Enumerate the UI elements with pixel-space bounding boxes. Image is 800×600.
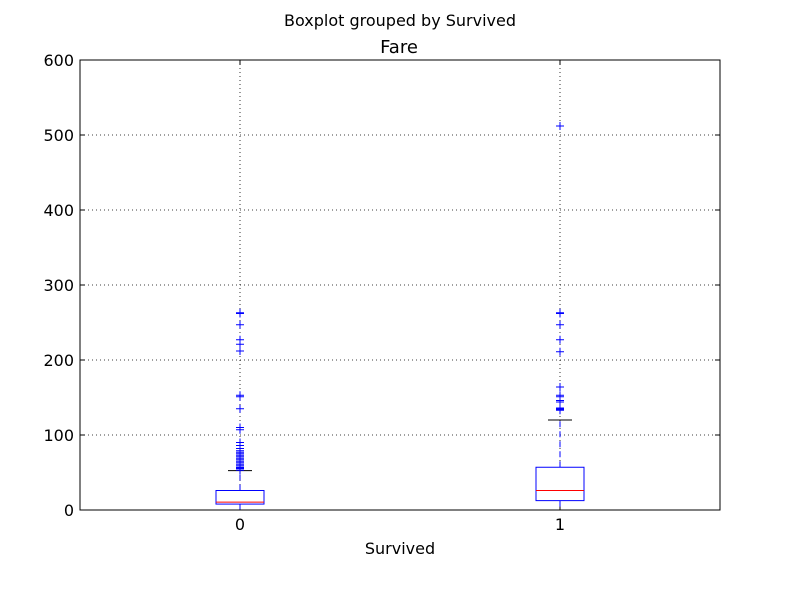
x-tick-label: 1 [555, 515, 565, 534]
plot-area: 0 100 200 300 400 500 600 0 1 [43, 51, 721, 534]
y-tick-label: 400 [43, 201, 74, 220]
y-tick-label: 500 [43, 126, 74, 145]
box [215, 490, 265, 505]
y-tick-label: 600 [43, 51, 74, 70]
y-tick-label: 200 [43, 351, 74, 370]
x-tick-label: 0 [235, 515, 245, 534]
chart-title: Fare [380, 37, 418, 58]
y-tick-label: 100 [43, 426, 74, 445]
chart-suptitle: Boxplot grouped by Survived [284, 11, 516, 30]
y-tick-label: 0 [64, 501, 74, 520]
x-axis-label: Survived [365, 539, 435, 558]
y-tick-label: 300 [43, 276, 74, 295]
box [535, 466, 585, 502]
plot-frame [79, 59, 721, 511]
